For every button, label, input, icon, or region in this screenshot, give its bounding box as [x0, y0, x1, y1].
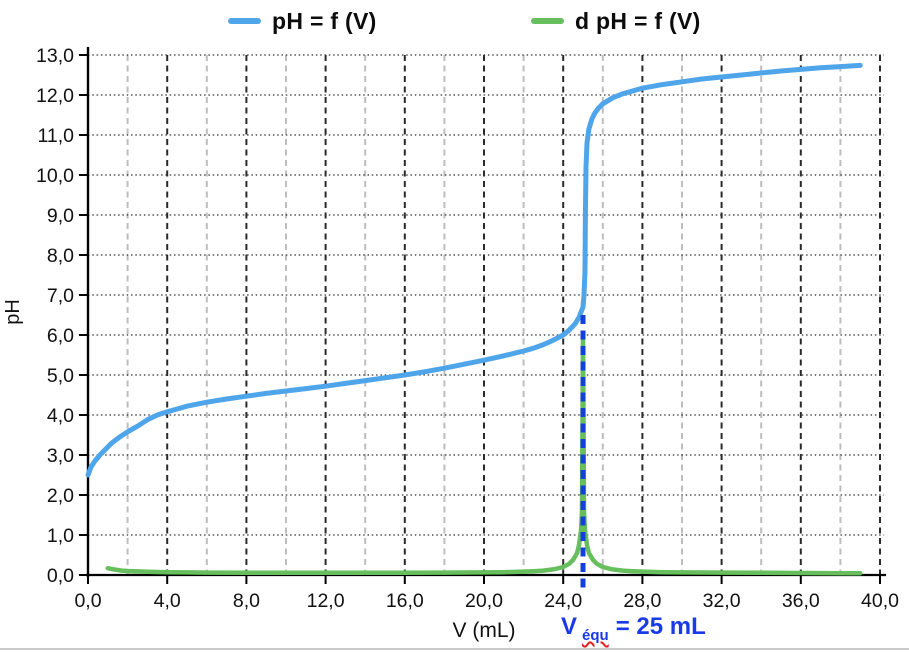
y-tick-label: 10,0 [36, 165, 74, 187]
x-tick-label: 12,0 [307, 590, 345, 612]
equivalence-value: = 25 mL [615, 613, 706, 640]
x-axis-title: V (mL) [452, 619, 516, 642]
y-tick-label: 3,0 [47, 445, 74, 467]
y-tick-label: 6,0 [47, 325, 74, 347]
legend-ph-dash-icon [228, 18, 261, 24]
y-tick-label: 9,0 [47, 205, 74, 227]
equivalence-subscript: équ [582, 626, 609, 644]
legend-dph-label: d pH = f (V) [575, 7, 701, 34]
y-tick-label: 5,0 [47, 365, 74, 387]
bottom-divider [0, 648, 909, 650]
y-tick-label: 1,0 [47, 525, 74, 547]
x-tick-label: 20,0 [465, 590, 503, 612]
x-tick-label: 24,0 [544, 590, 582, 612]
legend-item-ph: pH = f (V) [228, 8, 377, 34]
x-tick-label: 4,0 [154, 590, 181, 612]
x-tick-label: 36,0 [782, 590, 820, 612]
y-tick-label: 7,0 [47, 285, 74, 307]
x-tick-label: 40,0 [861, 590, 899, 612]
y-tick-label: 8,0 [47, 245, 74, 267]
legend-ph-label: pH = f (V) [272, 7, 377, 34]
x-tick-label: 8,0 [233, 590, 260, 612]
y-tick-label: 11,0 [37, 125, 74, 147]
x-tick-label: 32,0 [703, 590, 741, 612]
x-tick-label: 28,0 [623, 590, 661, 612]
dph-curve [105, 330, 863, 576]
x-tick-label: 0,0 [74, 590, 101, 612]
equivalence-symbol: V [561, 613, 578, 640]
ph-curve [85, 62, 863, 478]
y-axis-title: pH [2, 299, 24, 325]
y-tick-label: 13,0 [36, 45, 74, 67]
y-tick-label: 2,0 [47, 485, 74, 507]
y-tick-label: 4,0 [47, 405, 74, 427]
y-tick-label: 0,0 [47, 565, 74, 587]
x-tick-label: 16,0 [386, 590, 424, 612]
legend-item-dph: d pH = f (V) [531, 8, 701, 34]
legend-dph-dash-icon [531, 18, 564, 24]
y-tick-label: 12,0 [36, 85, 74, 107]
